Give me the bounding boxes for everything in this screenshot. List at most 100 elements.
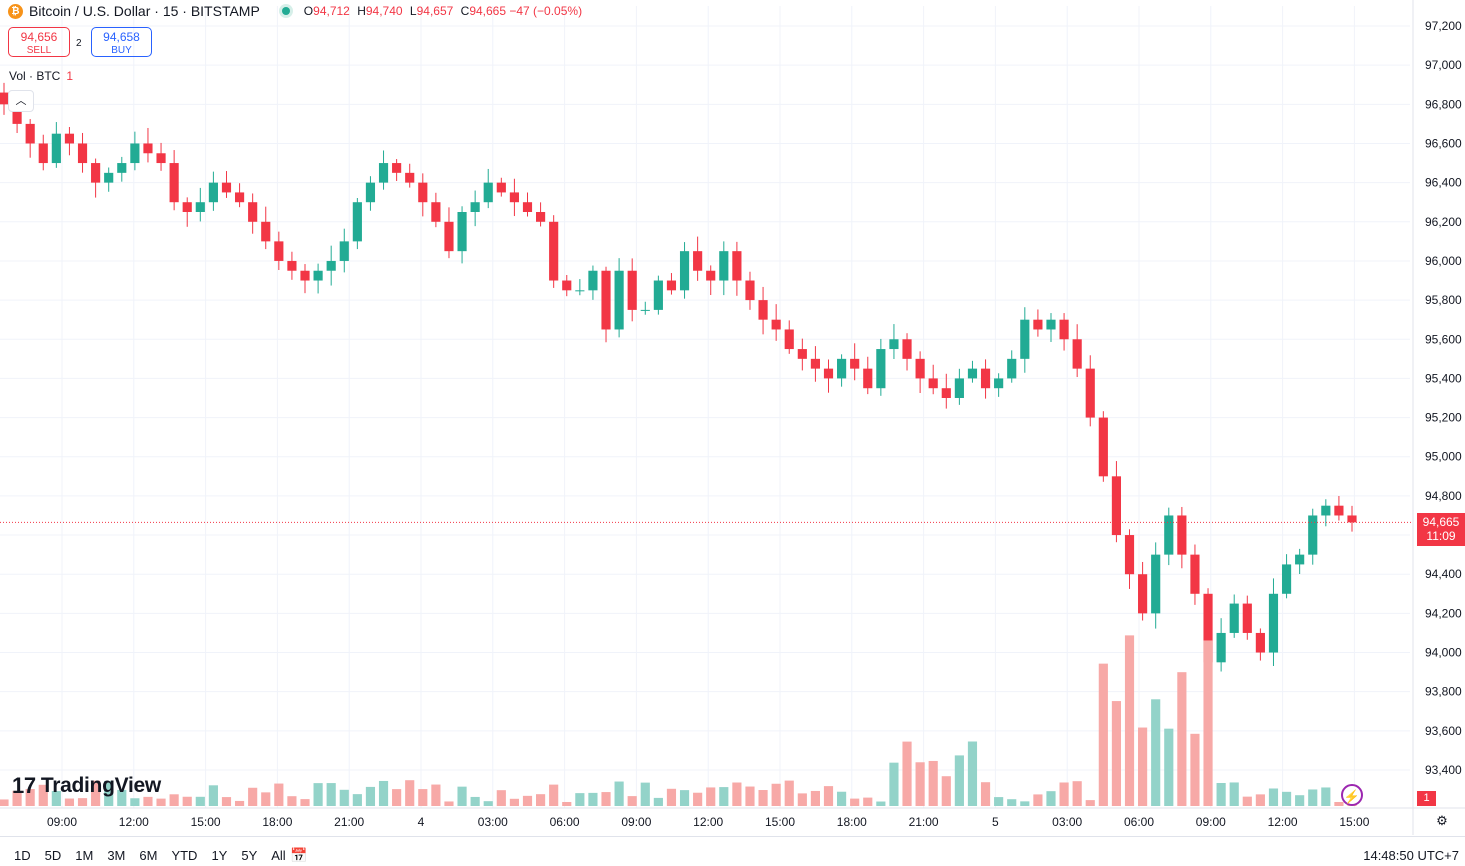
volume-bar	[1281, 791, 1292, 806]
x-tick-label: 15:00	[1339, 815, 1369, 829]
volume-bar	[850, 798, 860, 806]
lightning-icon[interactable]: ⚡	[1341, 784, 1363, 806]
candle-body	[850, 358, 860, 369]
candle-body	[1229, 603, 1239, 633]
buy-button[interactable]: 94,658 BUY	[91, 27, 152, 57]
range-all[interactable]: All	[271, 848, 286, 863]
volume-bar	[1098, 663, 1108, 806]
x-tick-label: 06:00	[1124, 815, 1154, 829]
candle-body	[1033, 319, 1043, 330]
settings-gear-icon[interactable]: ⚙	[1436, 813, 1448, 828]
volume-bar	[823, 786, 834, 806]
candle-body	[810, 358, 820, 369]
candle-body	[1098, 417, 1108, 477]
candle-body	[1190, 554, 1200, 594]
candle-body	[522, 202, 533, 212]
y-tick-label: 93,800	[1425, 685, 1462, 699]
volume-bar	[889, 762, 899, 806]
candle-body	[954, 378, 964, 398]
x-tick-label: 12:00	[119, 815, 149, 829]
candle-body	[902, 339, 912, 359]
candle-body	[77, 143, 88, 164]
volume-bar	[221, 797, 232, 806]
range-buttons: 1D 5D 1M 3M 6M YTD 1Y 5Y All	[14, 848, 300, 863]
last-price-tag: 94,665 11:09	[1417, 513, 1465, 546]
tradingview-logo-text: TradingView	[40, 774, 161, 797]
candle-body	[1072, 339, 1082, 369]
candle-body	[601, 270, 611, 330]
last-price-value: 94,665	[1422, 515, 1460, 529]
candle-body	[980, 368, 991, 389]
range-1d[interactable]: 1D	[14, 848, 31, 863]
volume-bar	[1229, 782, 1239, 806]
volume-bar	[1059, 782, 1069, 806]
candle-body	[994, 378, 1004, 389]
range-5d[interactable]: 5D	[44, 848, 62, 863]
range-5y[interactable]: 5Y	[241, 848, 258, 863]
volume-bar	[483, 801, 493, 806]
collapse-legend-button[interactable]: ︿	[8, 90, 34, 112]
volume-bar	[156, 798, 166, 806]
candle-body	[941, 388, 951, 398]
volume-bar	[627, 796, 637, 806]
candle-body	[326, 260, 336, 271]
bottom-toolbar: 1D 5D 1M 3M 6M YTD 1Y 5Y All 📅 14:48:50 …	[0, 836, 1465, 866]
timezone-clock[interactable]: 14:48:50 UTC+7	[1363, 848, 1459, 863]
candle-body	[666, 280, 677, 291]
volume-bar	[234, 800, 245, 806]
candle-body	[1059, 319, 1069, 340]
volume-bar	[1308, 789, 1318, 806]
candle-body	[457, 212, 467, 252]
sell-button[interactable]: 94,656 SELL	[8, 27, 70, 57]
range-1y[interactable]: 1Y	[211, 848, 228, 863]
candle-body	[418, 182, 428, 203]
buy-label: BUY	[111, 45, 132, 56]
candle-body	[693, 251, 703, 271]
volume-bar	[784, 780, 794, 806]
volume-bar	[601, 792, 611, 806]
volume-bar	[1085, 800, 1095, 806]
volume-bar	[77, 798, 88, 806]
y-tick-label: 96,000	[1425, 254, 1462, 268]
volume-bar	[182, 796, 192, 806]
volume-bar	[300, 799, 310, 806]
candle-body	[1334, 505, 1344, 516]
volume-bar	[693, 792, 703, 806]
volume-bar	[1007, 799, 1017, 806]
volume-bar	[208, 785, 218, 806]
volume-bar	[444, 801, 454, 806]
volume-bar	[326, 783, 336, 806]
y-tick-label: 96,800	[1425, 97, 1462, 111]
volume-bar	[248, 787, 258, 806]
y-tick-label: 93,400	[1425, 763, 1462, 777]
candle-body	[771, 319, 781, 330]
candle-body	[169, 163, 179, 203]
range-3m[interactable]: 3M	[107, 848, 126, 863]
range-6m[interactable]: 6M	[139, 848, 158, 863]
range-1m[interactable]: 1M	[75, 848, 94, 863]
volume-bar	[1295, 795, 1305, 806]
candle-body	[915, 358, 925, 379]
volume-bar	[313, 783, 323, 806]
volume-legend[interactable]: Vol · BTC 1	[9, 69, 73, 83]
x-tick-label: 18:00	[837, 815, 867, 829]
volume-bar	[810, 790, 820, 806]
volume-bar	[1190, 733, 1200, 806]
candle-body	[300, 270, 310, 281]
volume-bar	[287, 796, 297, 806]
x-tick-label: 15:00	[191, 815, 221, 829]
volume-bar	[758, 790, 768, 806]
candle-body	[1124, 535, 1135, 575]
y-tick-label: 96,400	[1425, 176, 1462, 190]
price-chart[interactable]: 93,400 93,600 93,800 94,000 94,200 94,400 94,6…	[0, 0, 1465, 835]
volume-bar	[496, 790, 506, 806]
candle-body	[130, 143, 140, 164]
range-ytd[interactable]: YTD	[171, 848, 198, 863]
tradingview-logo[interactable]: 17 TradingView	[12, 773, 161, 799]
candle-body	[863, 368, 873, 389]
x-tick-label: 18:00	[262, 815, 292, 829]
calendar-goto-icon[interactable]: 📅	[290, 847, 308, 863]
tradingview-mark-icon: 17	[12, 773, 36, 798]
symbol-header[interactable]: ₿ Bitcoin / U.S. Dollar · 15 · BITSTAMP …	[8, 2, 586, 20]
volume-bar	[1216, 782, 1226, 806]
